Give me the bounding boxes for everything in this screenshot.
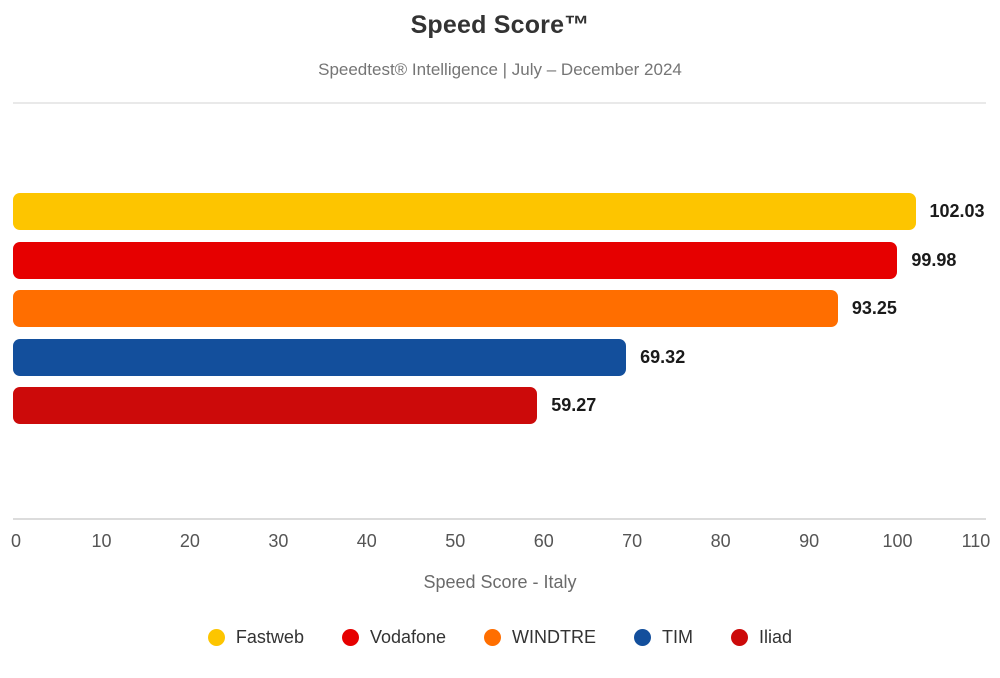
- bar-row-vodafone: 99.98: [13, 241, 986, 279]
- chart-subtitle: Speedtest® Intelligence | July – Decembe…: [318, 60, 682, 79]
- header-divider: [13, 102, 986, 104]
- legend: Fastweb Vodafone WINDTRE TIM Iliad: [0, 627, 1000, 648]
- bar-value-vodafone: 99.98: [911, 249, 957, 270]
- plot-area: 102.03 99.98 93.25 69.32 59.27: [13, 193, 986, 436]
- bar-row-windtre: 93.25: [13, 290, 986, 327]
- x-axis-ticks: 0 10 20 30 40 50 60 70 80 90 100 110: [10, 531, 990, 553]
- x-tick-80: 80: [710, 531, 731, 551]
- bar-vodafone[interactable]: [13, 241, 898, 279]
- bar-iliad[interactable]: [13, 387, 538, 424]
- bar-row-iliad: 59.27: [13, 387, 986, 424]
- legend-item-iliad[interactable]: Iliad: [731, 627, 792, 648]
- x-tick-100: 100: [882, 531, 913, 551]
- legend-item-vodafone[interactable]: Vodafone: [341, 627, 447, 648]
- legend-marker-vodafone-icon: [341, 629, 359, 646]
- legend-label-iliad: Iliad: [759, 627, 793, 647]
- x-tick-110: 110: [961, 531, 991, 551]
- legend-marker-iliad-icon: [731, 629, 749, 646]
- legend-marker-tim-icon: [634, 629, 652, 646]
- legend-item-fastweb[interactable]: Fastweb: [207, 627, 304, 648]
- legend-marker-windtre-icon: [484, 629, 502, 646]
- bar-row-fastweb: 102.03: [13, 193, 986, 230]
- x-axis-title: Speed Score - Italy: [423, 572, 577, 592]
- bar-tim[interactable]: [13, 338, 627, 376]
- legend-item-windtre[interactable]: WINDTRE: [484, 627, 596, 648]
- x-axis-line: [13, 518, 986, 520]
- x-tick-90: 90: [799, 531, 820, 551]
- legend-label-fastweb: Fastweb: [235, 627, 304, 647]
- bar-value-fastweb: 102.03: [929, 201, 985, 221]
- x-tick-40: 40: [356, 531, 377, 551]
- legend-marker-fastweb-icon: [207, 629, 225, 646]
- bar-value-tim: 69.32: [640, 346, 686, 367]
- x-tick-50: 50: [445, 531, 466, 551]
- x-tick-10: 10: [91, 531, 112, 551]
- legend-label-vodafone: Vodafone: [369, 627, 447, 647]
- bar-value-iliad: 59.27: [551, 395, 597, 415]
- legend-item-tim[interactable]: TIM: [634, 627, 693, 648]
- x-tick-60: 60: [533, 531, 554, 551]
- bar-windtre[interactable]: [13, 290, 838, 327]
- x-tick-70: 70: [622, 531, 643, 551]
- bar-fastweb[interactable]: [13, 193, 916, 230]
- chart-title: Speed Score™: [410, 11, 590, 39]
- legend-label-windtre: WINDTRE: [512, 627, 597, 647]
- bar-row-tim: 69.32: [13, 338, 986, 376]
- x-tick-0: 0: [10, 531, 22, 551]
- bar-value-windtre: 93.25: [851, 298, 897, 318]
- x-tick-30: 30: [268, 531, 289, 551]
- x-tick-20: 20: [179, 531, 200, 551]
- legend-label-tim: TIM: [662, 627, 694, 647]
